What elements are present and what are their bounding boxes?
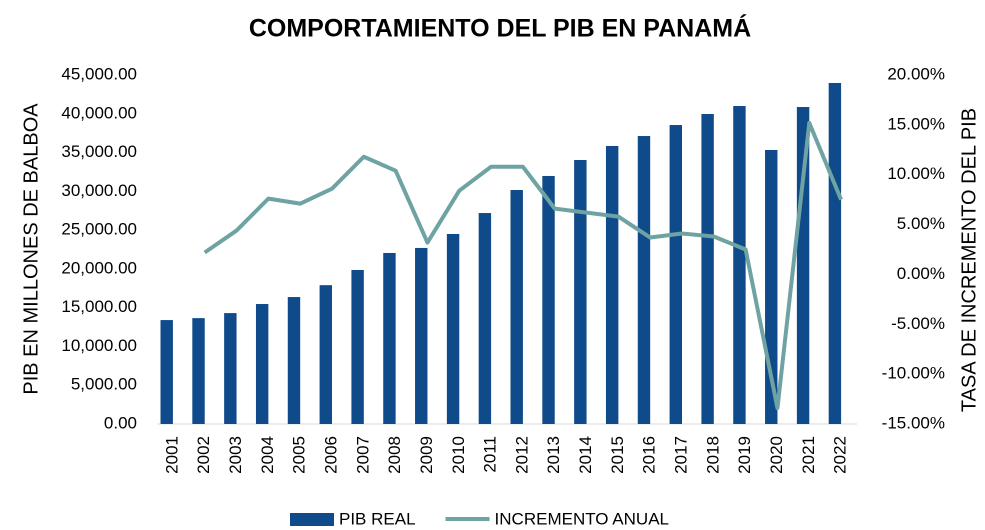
bar [287,297,301,424]
y2-tick-label: 0.00% [897,264,945,283]
y-tick-label: 10,000.00 [61,336,137,355]
x-tick-label: 2018 [703,436,722,474]
bar [605,145,619,425]
x-tick-label: 2001 [162,436,181,474]
x-tick-label: 2012 [512,436,531,474]
x-tick-label: 2022 [831,436,850,474]
legend-label: INCREMENTO ANUAL [495,509,669,528]
y-tick-label: 15,000.00 [61,297,137,316]
x-tick-label: 2010 [449,436,468,474]
bar [828,82,842,424]
x-tick-label: 2002 [194,436,213,474]
x-tick-label: 2015 [608,436,627,474]
bar [383,252,396,424]
bar [319,285,332,424]
y2-tick-label: 5.00% [897,214,945,233]
y-axis-title: PIB EN MILLONES DE BALBOA [20,103,42,395]
bar [446,233,460,424]
line [203,120,843,411]
bar [701,114,714,425]
bar [669,125,682,425]
x-tick-label: 2016 [640,436,659,474]
x-tick-label: 2004 [258,436,277,474]
y2-tick-label: 15.00% [887,114,945,133]
legend-swatch [290,513,334,526]
bar [255,304,269,424]
bar [415,247,428,424]
x-tick-label: 2006 [321,436,340,474]
x-tick-label: 2005 [290,436,309,474]
bar [478,213,492,424]
legend-label: PIB REAL [339,509,416,528]
x-tick-label: 2011 [481,436,500,473]
x-tick-label: 2014 [576,436,595,474]
y-tick-label: 25,000.00 [61,220,137,239]
x-tick-label: 2013 [544,436,563,474]
y2-tick-label: -5.00% [891,314,945,333]
bar [733,106,746,425]
chart-title: COMPORTAMIENTO DEL PIB EN PANAMÁ [249,14,751,43]
bar [160,320,173,424]
bar [574,160,587,424]
x-tick-label: 2017 [671,436,690,474]
x-tick-label: 2003 [226,436,245,474]
y-tick-label: 40,000.00 [61,103,137,122]
y2-tick-label: -10.00% [882,364,945,383]
y2-axis-title: TASA DE INCREMENTO DEL PIB [958,108,980,412]
y-tick-label: 20,000.00 [61,258,137,277]
y2-tick-label: -15.00% [882,413,945,432]
bar [351,269,364,424]
y-tick-label: 0.00 [104,413,137,432]
x-tick-label: 2020 [767,436,786,474]
y-tick-label: 30,000.00 [61,181,137,200]
y2-tick-label: 20.00% [887,64,945,83]
y2-tick-label: 10.00% [887,164,945,183]
y-tick-label: 45,000.00 [61,64,137,83]
bar [542,175,555,424]
y-tick-label: 5,000.00 [71,375,137,394]
bar [510,190,523,424]
bar [192,318,205,424]
x-tick-label: 2007 [353,436,372,474]
bar [637,136,651,424]
x-tick-label: 2009 [417,436,436,474]
x-tick-label: 2019 [735,436,754,474]
bar [224,313,237,424]
bar [796,107,810,424]
y-tick-label: 35,000.00 [61,142,137,161]
x-tick-label: 2008 [385,436,404,474]
x-tick-label: 2021 [799,436,818,474]
